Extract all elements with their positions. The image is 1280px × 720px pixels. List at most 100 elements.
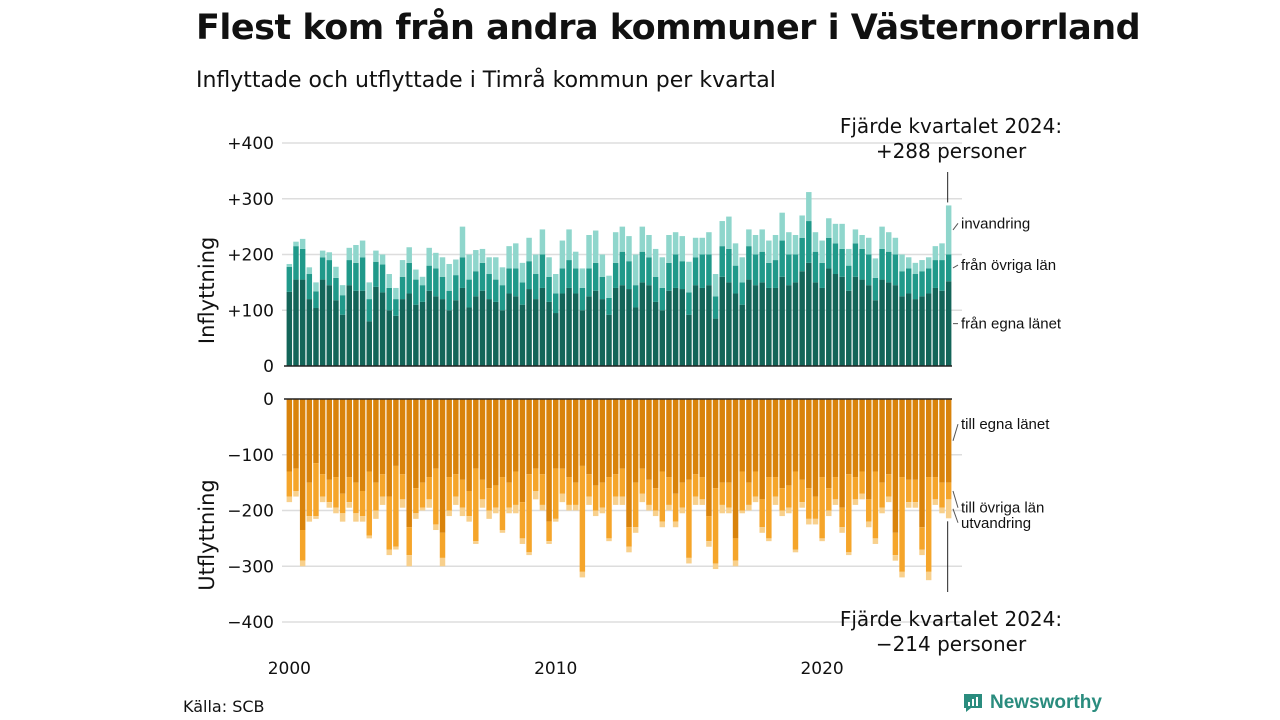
bar-in-2 <box>513 268 519 297</box>
bar-in-1 <box>426 290 432 366</box>
series-label: från egna länet <box>961 316 1062 333</box>
bar-in-3 <box>872 258 879 278</box>
bar-out-1 <box>806 399 812 489</box>
bar-out-3 <box>426 499 432 508</box>
bar-in-3 <box>526 237 532 262</box>
bar-in-1 <box>792 282 799 367</box>
bar-in-2 <box>759 251 765 283</box>
bar-out-2 <box>386 496 392 550</box>
bar-out-3 <box>666 504 672 511</box>
bar-in-3 <box>473 250 479 272</box>
bar-in-1 <box>359 290 366 366</box>
bar-in-1 <box>466 307 472 366</box>
bar-out-3 <box>466 516 472 522</box>
bar-out-1 <box>639 399 646 469</box>
bar-in-2 <box>413 279 419 305</box>
bar-out-2 <box>879 482 885 508</box>
bar-in-1 <box>806 262 812 366</box>
bar-in-3 <box>932 246 939 261</box>
bar-out-3 <box>319 496 326 503</box>
bar-out-1 <box>912 399 919 480</box>
bar-in-2 <box>326 260 333 286</box>
bar-out-3 <box>453 496 459 505</box>
bar-out-2 <box>679 482 685 508</box>
bar-in-1 <box>659 310 666 366</box>
bar-in-3 <box>479 248 486 263</box>
bar-out-3 <box>473 541 479 544</box>
bar-in-1 <box>925 293 932 366</box>
bar-out-3 <box>879 507 885 514</box>
bar-out-1 <box>339 399 346 494</box>
bar-out-3 <box>619 496 626 505</box>
bar-in-1 <box>553 313 559 366</box>
bar-in-1 <box>586 296 592 366</box>
bar-out-3 <box>626 546 632 553</box>
bar-in-3 <box>799 215 805 238</box>
bar-in-2 <box>739 282 745 305</box>
bar-in-2 <box>459 257 466 288</box>
bar-in-1 <box>579 310 586 366</box>
bar-in-3 <box>646 234 652 258</box>
bar-out-1 <box>945 399 952 483</box>
bar-in-1 <box>299 279 306 366</box>
bar-in-1 <box>619 285 626 366</box>
bar-in-1 <box>486 299 492 366</box>
annotation-top: +288 personer <box>876 139 1027 163</box>
bar-in-2 <box>426 265 432 291</box>
bar-out-2 <box>806 488 812 519</box>
bar-out-3 <box>533 490 539 500</box>
bar-in-3 <box>839 223 845 249</box>
bar-out-1 <box>566 399 572 478</box>
bar-out-1 <box>619 399 626 469</box>
bar-in-2 <box>606 297 612 315</box>
bar-in-3 <box>366 282 372 300</box>
bar-in-1 <box>932 287 939 366</box>
bar-out-2 <box>905 479 912 503</box>
bar-out-3 <box>646 504 652 511</box>
annotation-bottom: Fjärde kvartalet 2024: <box>840 607 1062 631</box>
bar-in-1 <box>899 296 905 366</box>
bar-out-2 <box>506 482 512 508</box>
bar-out-2 <box>453 474 459 497</box>
bar-out-1 <box>546 399 552 522</box>
bar-out-3 <box>373 510 379 519</box>
bar-in-1 <box>286 291 293 366</box>
bar-out-2 <box>586 474 592 497</box>
bar-in-3 <box>592 230 599 263</box>
bar-in-2 <box>839 248 845 277</box>
bar-in-3 <box>912 262 919 275</box>
bar-out-2 <box>692 474 699 497</box>
bar-in-2 <box>586 268 592 297</box>
bar-out-2 <box>626 527 632 547</box>
bar-in-1 <box>339 314 346 366</box>
bar-in-2 <box>453 275 459 301</box>
bar-in-1 <box>632 307 639 366</box>
bar-out-2 <box>393 465 399 547</box>
bar-in-1 <box>866 285 872 366</box>
bar-in-2 <box>546 276 552 302</box>
bar-in-1 <box>572 293 579 366</box>
y-tick-label: −100 <box>227 446 274 466</box>
bar-in-1 <box>706 285 712 366</box>
bar-in-1 <box>739 304 745 366</box>
bar-out-1 <box>846 399 852 475</box>
bar-in-3 <box>666 234 672 263</box>
bar-out-1 <box>306 399 313 483</box>
bar-out-2 <box>686 479 692 558</box>
bar-out-2 <box>632 482 639 528</box>
bar-in-3 <box>353 245 359 263</box>
bar-out-3 <box>333 507 339 514</box>
bar-in-3 <box>919 260 925 272</box>
bar-in-1 <box>386 310 392 366</box>
bar-out-1 <box>379 399 386 475</box>
bar-out-2 <box>646 479 652 505</box>
bar-in-3 <box>692 237 699 258</box>
bar-in-2 <box>346 260 352 286</box>
bar-out-2 <box>619 468 626 497</box>
y-tick-label: +200 <box>227 246 274 266</box>
bar-out-3 <box>892 555 899 561</box>
bar-in-3 <box>433 252 439 269</box>
bar-out-2 <box>366 471 372 536</box>
bar-out-3 <box>932 499 939 505</box>
bar-out-3 <box>553 518 559 522</box>
